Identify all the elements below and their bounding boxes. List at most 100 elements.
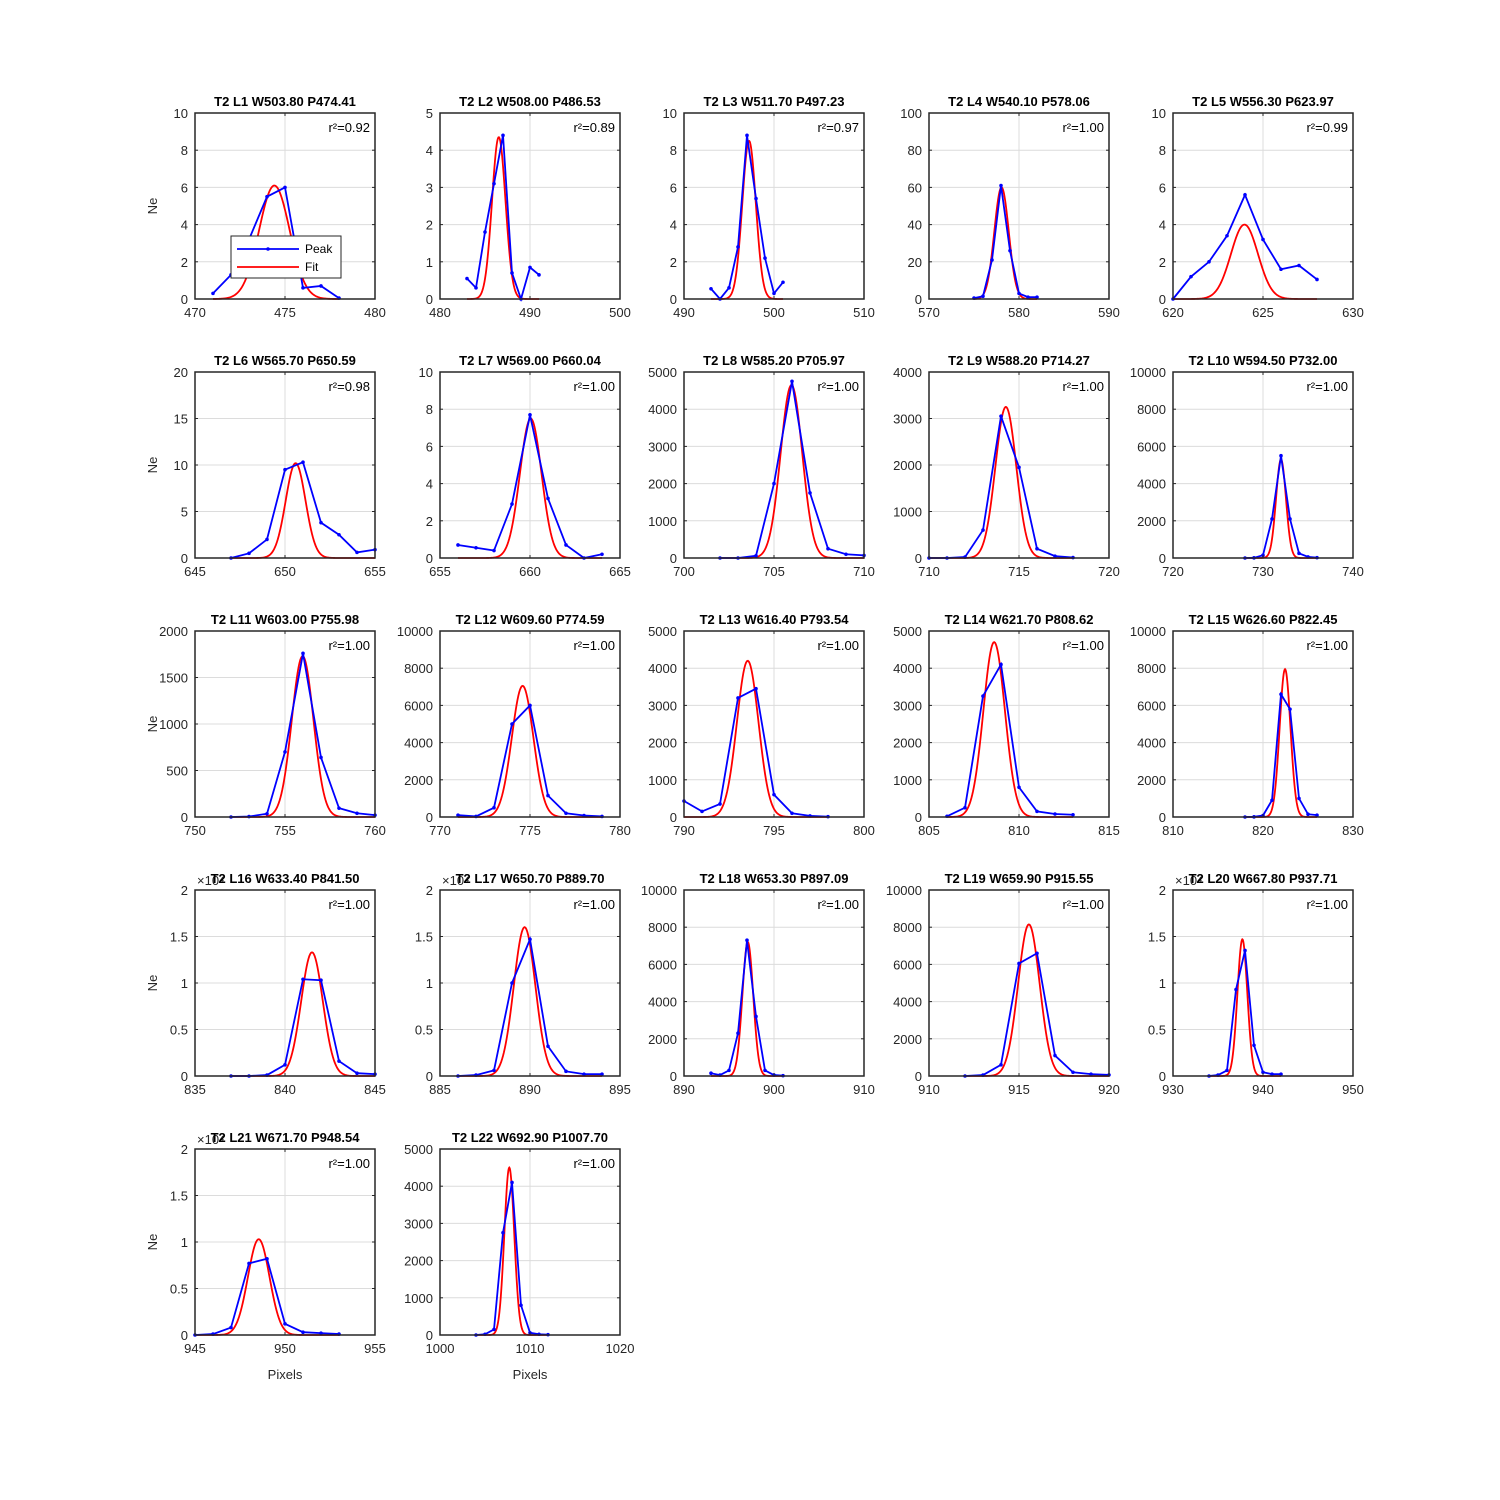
x-tick-label: 845	[364, 1082, 386, 1097]
x-tick-label: 790	[673, 823, 695, 838]
y-tick-label: 1.5	[415, 930, 433, 945]
y-tick-label: 2000	[648, 1032, 677, 1047]
x-axis-label: Pixels	[268, 1367, 303, 1382]
subplot-title: T2 L13 W616.40 P793.54	[700, 612, 850, 627]
peak-point	[1053, 812, 1057, 816]
peak-point	[772, 481, 776, 486]
y-tick-label: 6	[181, 180, 188, 195]
r-squared-label: r²=1.00	[573, 897, 615, 912]
subplot-13: 790 795 800 0 1000 2000 3000 4000 5000 T2 L13 W61…	[648, 612, 875, 838]
peak-point	[1225, 1068, 1229, 1073]
x-tick-label: 820	[1252, 823, 1274, 838]
peak-point	[1035, 295, 1039, 299]
y-tick-label: 40	[908, 218, 922, 233]
y-tick-label: 0	[1159, 551, 1166, 566]
peak-point	[1297, 551, 1301, 556]
peak-point	[283, 1322, 287, 1326]
y-tick-label: 1.5	[170, 1189, 188, 1204]
y-tick-label: 4000	[648, 661, 677, 676]
x-tick-label: 740	[1342, 564, 1364, 579]
subplot-5: 620 625 630 0 2 4 6 8 10 T2 L5 W556.30 P623.97 r²=…	[1152, 94, 1364, 320]
peak-point	[229, 1325, 233, 1330]
y-tick-label: 0	[426, 810, 433, 825]
y-tick-label: 0	[915, 551, 922, 566]
peak-point	[337, 532, 341, 537]
peak-series-line	[946, 661, 1074, 818]
peak-point	[492, 181, 496, 186]
peak-point	[510, 271, 514, 275]
y-tick-label: 8000	[1137, 402, 1166, 417]
y-tick-label: 0	[181, 1328, 188, 1343]
x-tick-label: 805	[918, 823, 940, 838]
x-tick-label: 900	[763, 1082, 785, 1097]
y-tick-label: 4000	[648, 995, 677, 1010]
y-tick-label: 8	[670, 143, 677, 158]
peak-point	[283, 1063, 287, 1067]
peak-point	[826, 546, 830, 551]
subplot-18: 890 900 910 0 2000 4000 6000 8000 10000 T2 L18 W6…	[641, 871, 875, 1097]
x-tick-label: 755	[274, 823, 296, 838]
subplot-11: 750 755 760 0 500 1000 1500 2000 T2 L11 W603.00 …	[145, 612, 386, 838]
r-squared-label: r²=1.00	[817, 379, 859, 394]
peak-point	[772, 291, 776, 296]
peak-point	[981, 294, 985, 299]
subplot-title: T2 L9 W588.20 P714.27	[948, 353, 1090, 368]
peak-point	[1008, 248, 1012, 253]
y-tick-label: 5000	[648, 365, 677, 380]
r-squared-label: r²=1.00	[817, 638, 859, 653]
r-squared-label: r²=1.00	[573, 1156, 615, 1171]
y-tick-label: 0.5	[170, 1282, 188, 1297]
peak-point	[999, 183, 1003, 188]
y-tick-label: 6000	[893, 957, 922, 972]
y-exponent-label: ×10⁴	[197, 1132, 225, 1147]
x-tick-label: 955	[364, 1341, 386, 1356]
y-tick-label: 100	[900, 106, 922, 121]
peak-point	[1189, 274, 1193, 279]
y-tick-label: 4000	[404, 736, 433, 751]
peak-point	[283, 467, 287, 472]
x-tick-label: 930	[1162, 1082, 1184, 1097]
y-tick-label: 0	[670, 1069, 677, 1084]
peak-point	[1288, 707, 1292, 711]
peak-point	[492, 1068, 496, 1073]
peak-point	[283, 185, 287, 190]
y-tick-label: 0	[426, 1328, 433, 1343]
subplot-title: T2 L1 W503.80 P474.41	[214, 94, 356, 109]
peak-point	[745, 938, 749, 943]
y-tick-label: 3000	[404, 1216, 433, 1231]
y-tick-label: 1000	[648, 773, 677, 788]
y-tick-label: 8000	[1137, 661, 1166, 676]
r-squared-label: r²=1.00	[1062, 638, 1104, 653]
subplot-title: T2 L3 W511.70 P497.23	[704, 94, 845, 109]
peak-point	[1234, 987, 1238, 992]
peak-point	[546, 793, 550, 798]
y-tick-label: 1000	[648, 514, 677, 529]
y-axis-label: Ne	[145, 716, 160, 733]
x-tick-label: 885	[429, 1082, 451, 1097]
x-tick-label: 945	[184, 1341, 206, 1356]
peak-point	[763, 256, 767, 260]
peak-point	[790, 811, 794, 816]
peak-point	[963, 805, 967, 810]
x-tick-label: 630	[1342, 305, 1364, 320]
x-tick-label: 750	[184, 823, 206, 838]
x-tick-label: 705	[763, 564, 785, 579]
y-tick-label: 0	[181, 551, 188, 566]
y-tick-label: 0	[181, 810, 188, 825]
y-tick-label: 4	[670, 218, 677, 233]
x-tick-label: 720	[1098, 564, 1120, 579]
subplot-14: 805 810 815 0 1000 2000 3000 4000 5000 T2 L14 W62…	[893, 612, 1120, 838]
y-axis-label: Ne	[145, 457, 160, 474]
y-tick-label: 5000	[404, 1142, 433, 1157]
y-tick-label: 0	[426, 292, 433, 307]
peak-point	[546, 496, 550, 501]
peak-point	[727, 286, 731, 290]
x-tick-label: 920	[1098, 1082, 1120, 1097]
peak-point	[301, 286, 305, 290]
peak-point	[990, 258, 994, 262]
peak-point	[519, 1303, 523, 1308]
y-tick-label: 15	[174, 412, 188, 427]
subplot-8: 700 705 710 0 1000 2000 3000 4000 5000 T2 L8 W585…	[648, 353, 875, 579]
